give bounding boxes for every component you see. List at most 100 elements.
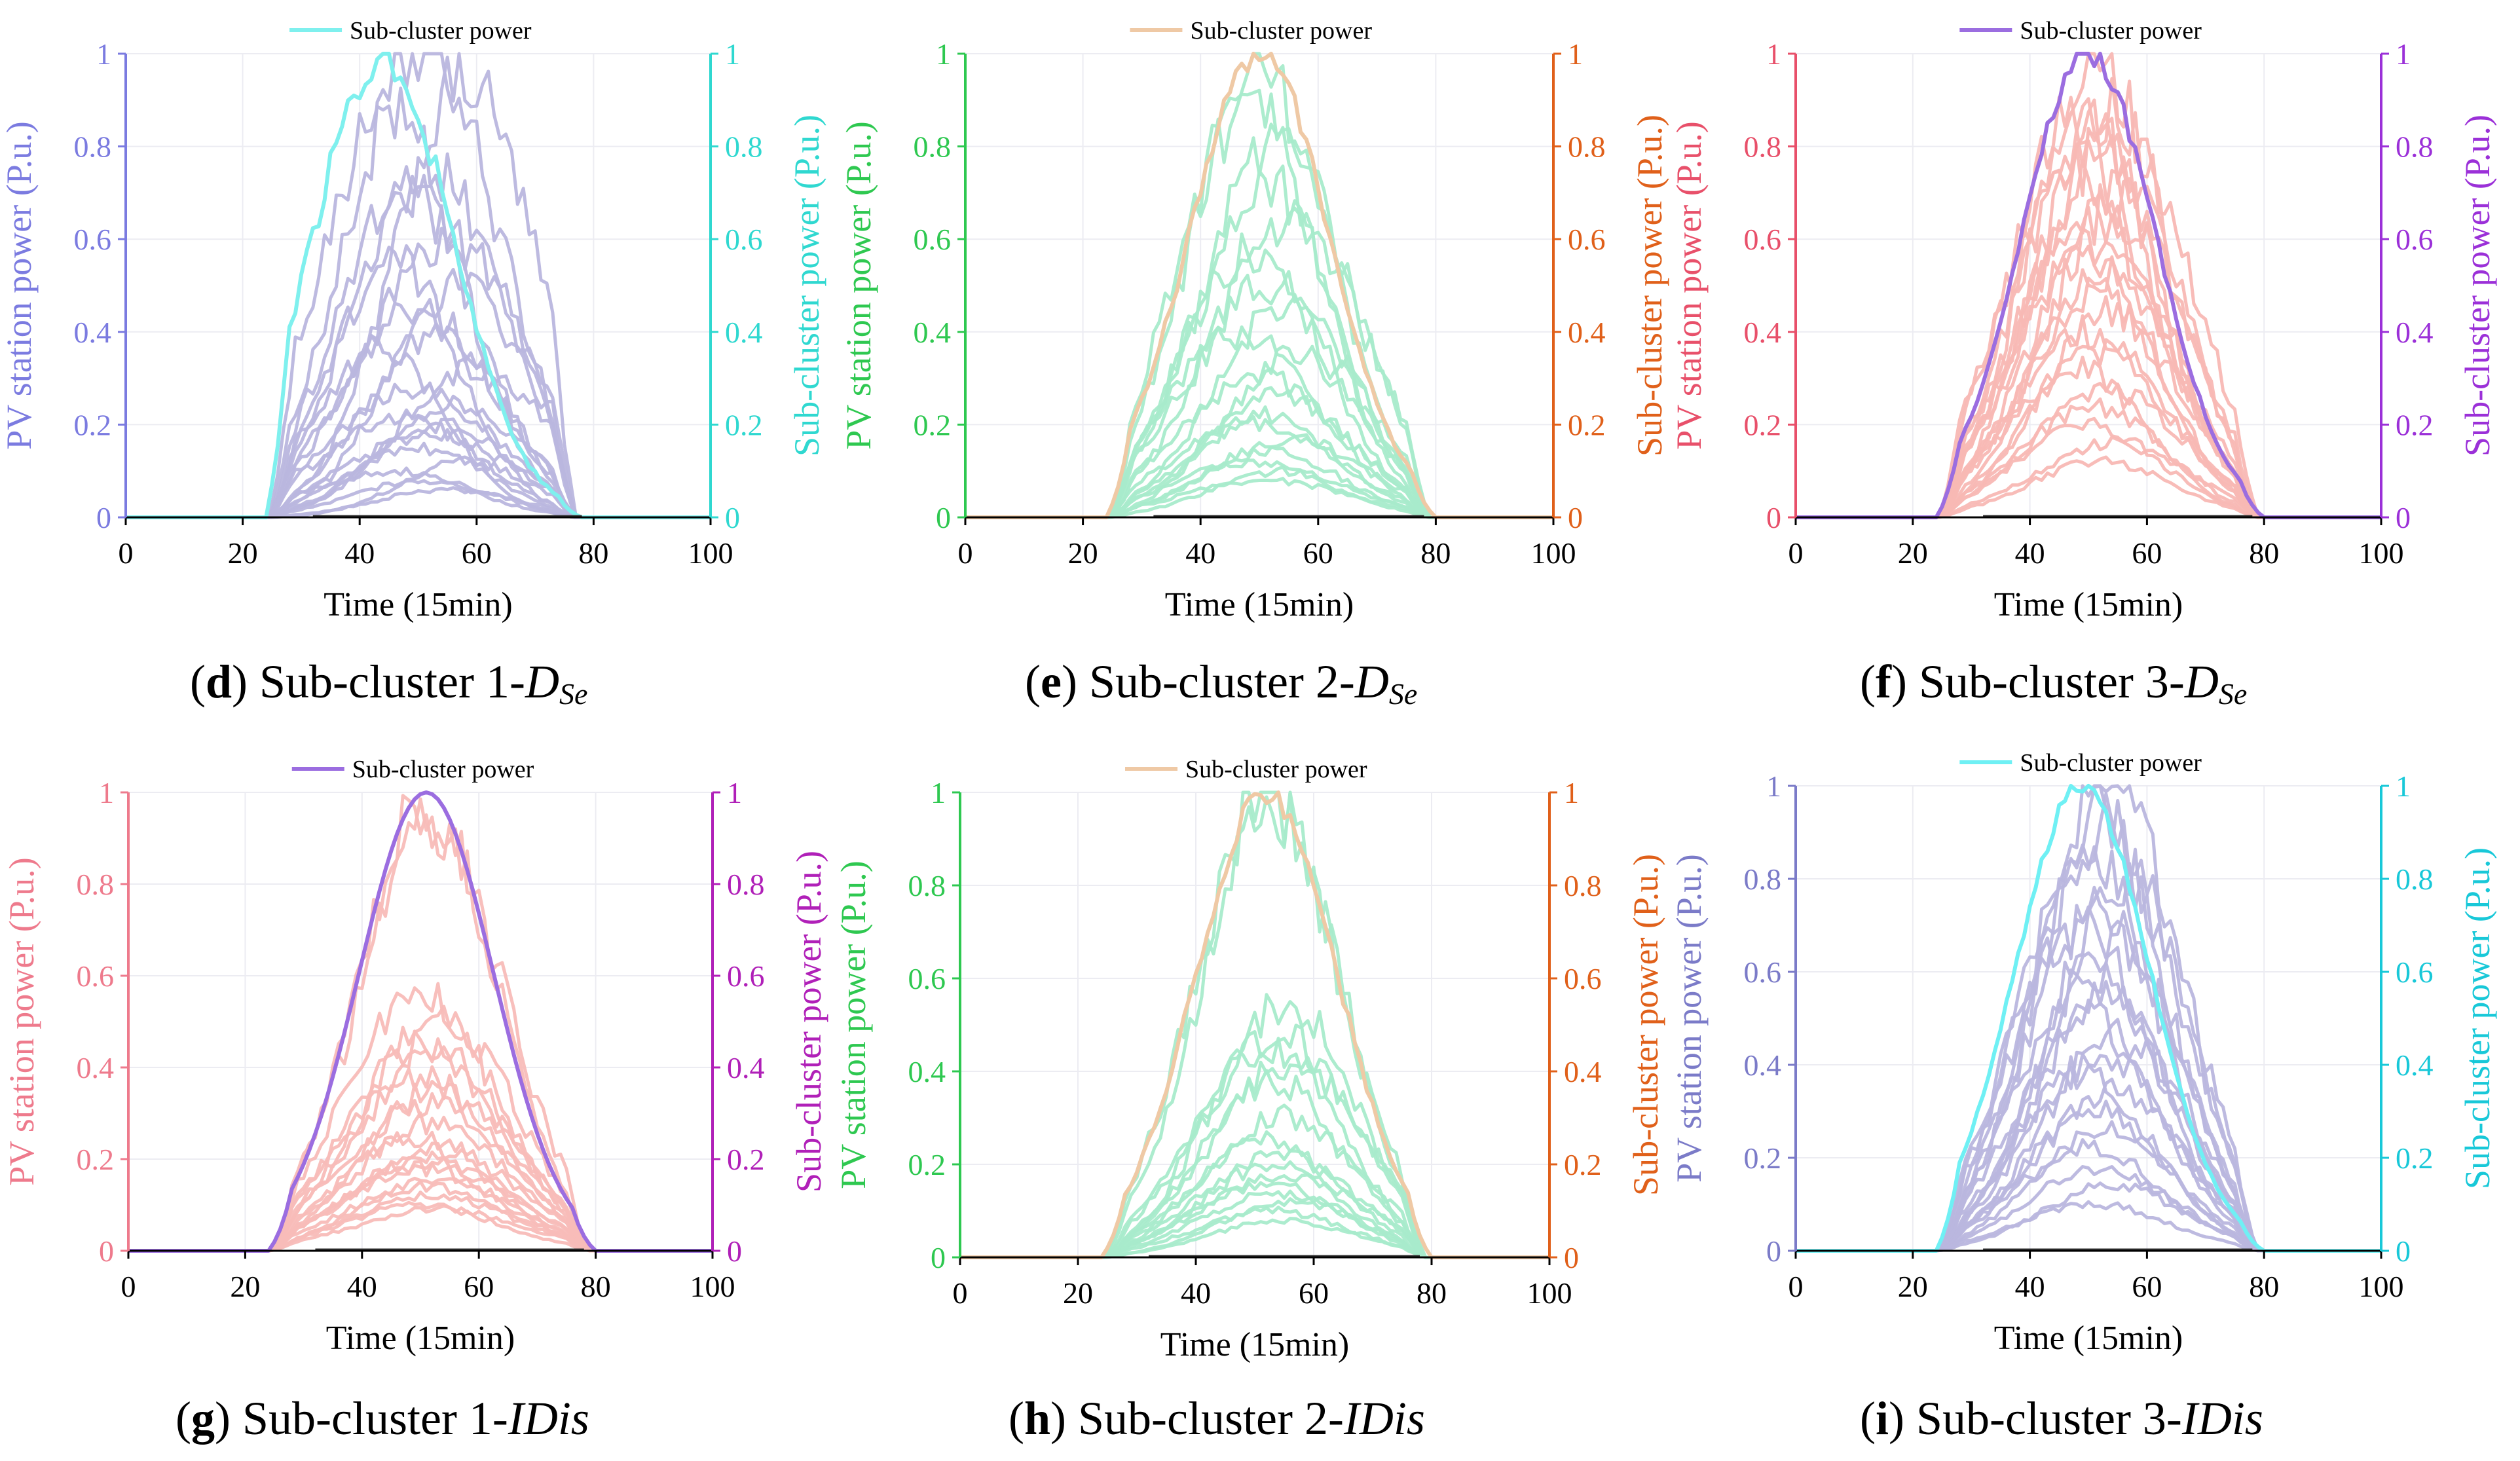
caption-panel-letter: e [1041,656,1062,708]
pv-station-series [128,1204,713,1253]
y-tick-label-left: 0.8 [914,130,952,164]
y-axis-title-left: PV station power (P.u.) [834,860,873,1189]
pv-station-series [128,1176,713,1253]
pv-station-series [126,441,711,519]
pv-station-series [965,405,1553,519]
legend-label: Sub-cluster power [2020,749,2202,777]
caption-paren-open: ( [1009,1392,1024,1445]
y-tick-label-right: 0 [2396,501,2411,534]
y-tick-label-right: 0.8 [2396,130,2434,164]
caption-paren-open: ( [1025,656,1041,708]
caption-variable: IDis [2181,1392,2263,1445]
x-tick-label: 40 [1181,1276,1211,1310]
panel-caption: (h) Sub-cluster 2-IDis [1009,1392,1425,1445]
pv-station-series [1796,905,2381,1253]
panel-caption: (f) Sub-cluster 3-DSe [1860,656,2247,711]
y-tick-label-left: 0.4 [1744,316,1782,349]
pv-station-series [1796,455,2381,519]
y-tick-label-right: 0.4 [2396,1048,2434,1082]
y-tick-label-left: 0 [96,501,111,534]
pv-station-series [128,1029,713,1253]
pv-station-series [965,122,1553,519]
y-tick-label-left: 0.6 [1744,223,1782,256]
legend-label: Sub-cluster power [1185,756,1367,783]
caption-paren-close: ) [1889,1392,1916,1445]
y-tick-label-left: 1 [931,776,946,809]
x-tick-label: 80 [581,1270,611,1303]
pv-station-series [1796,1138,2381,1253]
y-tick-label-left: 0.2 [77,1143,115,1176]
pv-station-series [1796,1165,2381,1253]
caption-subscript: Se [2219,677,2247,711]
legend-label: Sub-cluster power [2020,17,2202,45]
y-tick-label-left: 0.2 [74,408,112,441]
pv-station-series [1796,862,2381,1253]
caption-paren-close: ) [1891,656,1919,708]
x-tick-label: 60 [464,1270,494,1303]
legend-label: Sub-cluster power [352,756,534,783]
y-tick-label-right: 0.4 [725,316,763,349]
y-tick-label-right: 0.8 [1564,869,1602,902]
pv-station-series [965,295,1553,519]
y-tick-label-left: 0.6 [77,959,115,993]
y-tick-label-left: 0.8 [1744,130,1782,164]
y-tick-label-right: 0.8 [725,130,763,164]
pv-station-series [960,1217,1549,1259]
y-tick-label-left: 0.8 [908,869,946,902]
y-tick-label-left: 0.6 [74,223,112,256]
y-axis-title-left: PV station power (P.u.) [0,121,39,450]
caption-panel-letter: f [1876,656,1892,708]
x-axis-title: Time (15min) [326,1320,515,1357]
pv-station-series [1796,139,2381,519]
x-tick-label: 100 [2359,1270,2404,1303]
y-axis-title-right: Sub-cluster power (P.u.) [2458,115,2497,456]
pv-station-series [1796,998,2381,1253]
pv-station-series [965,433,1553,519]
pv-station-series [126,322,711,519]
y-tick-label-left: 0 [99,1234,114,1268]
pv-station-series [1796,784,2381,1253]
pv-station-series [1796,1181,2381,1253]
y-tick-label-right: 0.6 [727,959,765,993]
y-tick-label-left: 1 [99,776,114,809]
caption-paren-open: ( [1860,1392,1876,1445]
y-tick-label-left: 1 [1766,37,1781,71]
y-tick-label-right: 0.2 [725,408,763,441]
pv-station-series [1796,416,2381,519]
x-tick-label: 80 [578,536,608,570]
pv-station-series [1796,1100,2381,1253]
pv-station-series [960,1149,1549,1259]
caption-variable: D [525,656,559,708]
y-tick-label-right: 0.6 [725,223,763,256]
pv-station-series [965,458,1553,519]
y-tick-label-right: 0.6 [2396,223,2434,256]
pv-station-series [965,445,1553,519]
y-axis-title-right: Sub-cluster power (P.u.) [1630,115,1669,456]
x-tick-label: 60 [1299,1276,1329,1310]
y-tick-label-right: 0.8 [2396,862,2434,896]
y-tick-label-right: 0.6 [2396,955,2434,989]
x-tick-label: 20 [1898,536,1928,570]
y-axis-title-right: Sub-cluster power (P.u.) [789,851,828,1193]
y-tick-label-left: 0 [1766,501,1781,534]
pv-station-series [1796,98,2381,519]
x-tick-label: 80 [2249,1270,2279,1303]
x-axis-title: Time (15min) [1994,586,2183,623]
y-axis-title-left: PV station power (P.u.) [1669,854,1709,1183]
y-axis-title-left: PV station power (P.u.) [2,857,41,1186]
pv-station-series [126,428,711,519]
panel-caption: (e) Sub-cluster 2-DSe [1025,656,1417,711]
y-tick-label-right: 0.2 [2396,1141,2434,1175]
y-tick-label-left: 0 [1766,1234,1781,1268]
pv-station-series [126,417,711,519]
pv-station-series [1796,1077,2381,1253]
x-tick-label: 80 [1420,536,1451,570]
caption-paren-open: ( [190,656,206,708]
y-tick-label-left: 0.6 [908,962,946,995]
pv-station-series [128,1191,713,1253]
caption-paren-open: ( [176,1392,191,1445]
y-tick-label-left: 0.8 [1744,862,1782,896]
